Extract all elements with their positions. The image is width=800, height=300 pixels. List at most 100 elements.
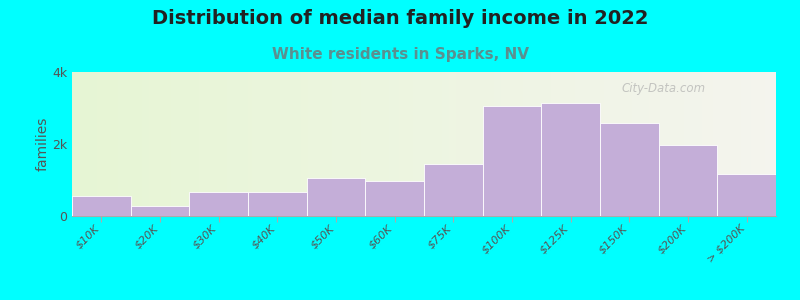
Bar	[213, 72, 216, 216]
Bar	[386, 72, 389, 216]
Bar	[361, 72, 364, 216]
Bar	[90, 72, 93, 216]
Bar	[424, 164, 482, 216]
Bar	[185, 72, 188, 216]
Bar	[533, 72, 537, 216]
Bar	[586, 72, 590, 216]
Bar	[590, 72, 593, 216]
Bar	[206, 72, 210, 216]
Bar	[653, 72, 656, 216]
Bar	[230, 72, 234, 216]
Bar	[544, 72, 547, 216]
Bar	[716, 72, 720, 216]
Bar	[558, 72, 562, 216]
Bar	[522, 72, 526, 216]
Bar	[79, 72, 82, 216]
Bar	[618, 72, 621, 216]
Bar	[572, 72, 575, 216]
Bar	[685, 72, 688, 216]
Bar	[537, 72, 540, 216]
Bar	[674, 72, 678, 216]
Bar	[773, 72, 776, 216]
Bar	[670, 72, 674, 216]
Bar	[311, 72, 315, 216]
Bar	[748, 72, 751, 216]
Bar	[374, 72, 378, 216]
Bar	[718, 173, 776, 216]
Bar	[188, 72, 192, 216]
Bar	[160, 72, 163, 216]
Bar	[150, 72, 153, 216]
Bar	[190, 191, 248, 216]
Bar	[118, 72, 122, 216]
Bar	[442, 72, 445, 216]
Bar	[86, 72, 90, 216]
Bar	[540, 72, 544, 216]
Bar	[658, 145, 718, 216]
Bar	[720, 72, 723, 216]
Bar	[174, 72, 178, 216]
Bar	[575, 72, 579, 216]
Bar	[392, 72, 396, 216]
Bar	[306, 178, 366, 216]
Bar	[304, 72, 308, 216]
Bar	[280, 72, 283, 216]
Bar	[343, 72, 346, 216]
Bar	[663, 72, 667, 216]
Bar	[110, 72, 114, 216]
Bar	[322, 72, 326, 216]
Bar	[146, 72, 150, 216]
Bar	[766, 72, 769, 216]
Bar	[646, 72, 650, 216]
Bar	[406, 72, 410, 216]
Bar	[656, 72, 660, 216]
Bar	[582, 72, 586, 216]
Bar	[82, 72, 86, 216]
Bar	[491, 72, 494, 216]
Bar	[262, 72, 266, 216]
Text: White residents in Sparks, NV: White residents in Sparks, NV	[271, 46, 529, 62]
Bar	[702, 72, 706, 216]
Bar	[410, 72, 414, 216]
Bar	[163, 72, 167, 216]
Bar	[107, 72, 110, 216]
Bar	[547, 72, 550, 216]
Bar	[628, 72, 632, 216]
Bar	[554, 72, 558, 216]
Bar	[635, 72, 638, 216]
Bar	[157, 72, 160, 216]
Bar	[315, 72, 318, 216]
Bar	[294, 72, 298, 216]
Bar	[139, 72, 142, 216]
Bar	[650, 72, 653, 216]
Bar	[530, 72, 533, 216]
Bar	[452, 72, 456, 216]
Bar	[364, 72, 368, 216]
Bar	[512, 72, 515, 216]
Bar	[354, 72, 357, 216]
Text: Distribution of median family income in 2022: Distribution of median family income in …	[152, 9, 648, 28]
Bar	[357, 72, 361, 216]
Bar	[153, 72, 157, 216]
Bar	[366, 181, 424, 216]
Bar	[223, 72, 227, 216]
Bar	[396, 72, 399, 216]
Bar	[695, 72, 698, 216]
Bar	[730, 72, 734, 216]
Bar	[477, 72, 480, 216]
Bar	[97, 72, 100, 216]
Bar	[438, 72, 442, 216]
Bar	[269, 72, 273, 216]
Bar	[414, 72, 417, 216]
Bar	[72, 196, 130, 216]
Bar	[125, 72, 128, 216]
Bar	[758, 72, 762, 216]
Bar	[276, 72, 280, 216]
Bar	[593, 72, 597, 216]
Bar	[283, 72, 286, 216]
Bar	[181, 72, 185, 216]
Bar	[755, 72, 758, 216]
Bar	[621, 72, 625, 216]
Bar	[170, 72, 174, 216]
Bar	[93, 72, 97, 216]
